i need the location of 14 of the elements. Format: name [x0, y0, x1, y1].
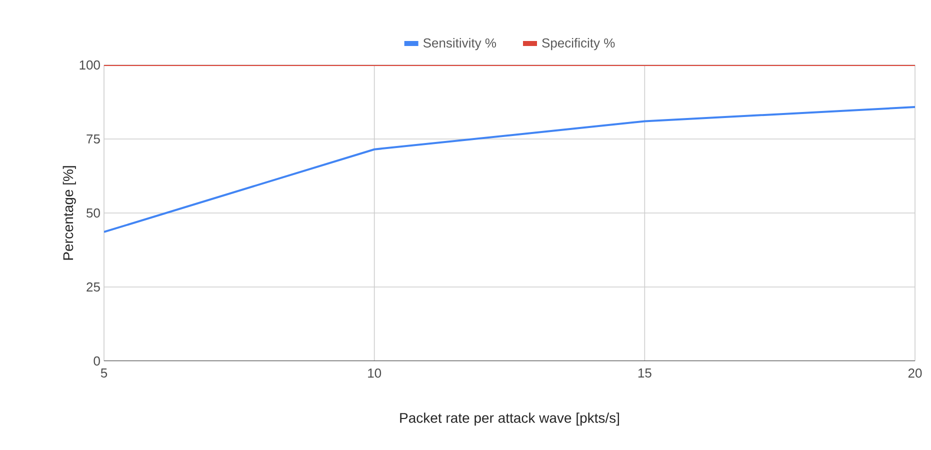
y-axis-title: Percentage [%]	[62, 166, 76, 260]
x-tick-label: 20	[908, 368, 922, 378]
x-tick-label: 15	[638, 368, 652, 378]
legend-label: Sensitivity %	[423, 38, 496, 50]
y-tick-label: 50	[86, 208, 100, 218]
y-tick-label: 75	[86, 134, 100, 144]
y-tick-label: 25	[86, 282, 100, 292]
y-tick-label: 0	[94, 356, 100, 366]
line-series	[104, 106, 916, 233]
x-tick-label: 10	[368, 368, 382, 378]
y-tick-label: 100	[80, 60, 100, 70]
x-tick-label: 5	[100, 368, 108, 378]
x-axis-title: Packet rate per attack wave [pkts/s]	[400, 412, 619, 426]
legend-label: Specificity %	[542, 38, 615, 50]
